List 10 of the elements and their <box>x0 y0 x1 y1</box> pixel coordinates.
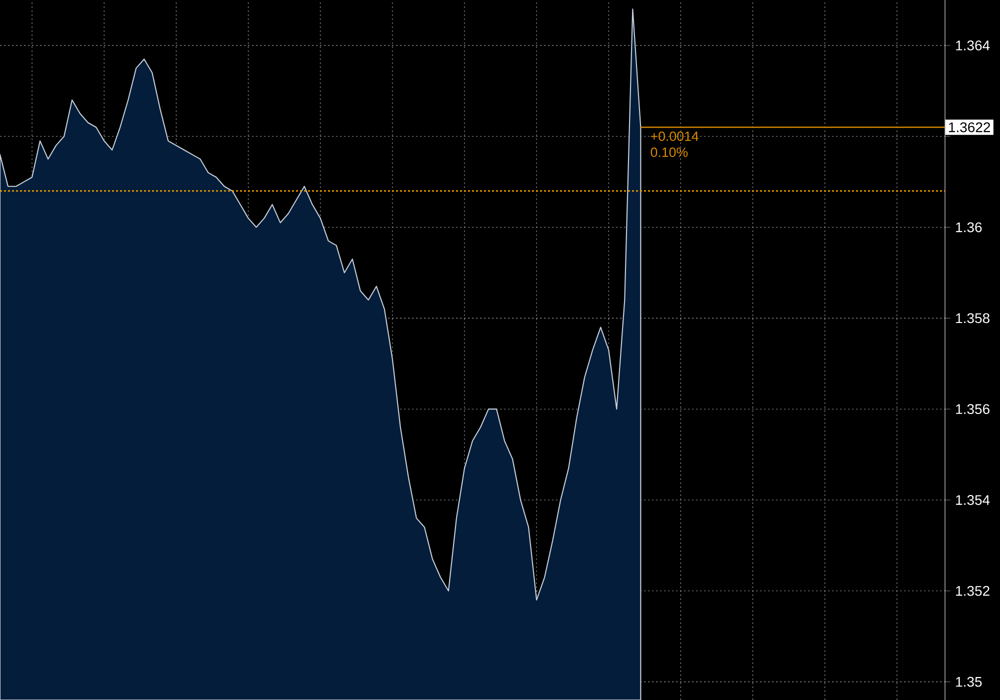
y-tick-label: 1.356 <box>956 404 990 414</box>
y-tick-label: 1.35 <box>956 676 982 687</box>
y-tick-label: 1.358 <box>956 313 990 324</box>
y-tick-label: 1.352 <box>956 586 990 596</box>
y-tick-label: 1.354 <box>956 495 990 505</box>
ref-line-label: 1.3622 <box>949 122 990 132</box>
annotation: +0.0014 <box>650 132 698 141</box>
annotation: 0.10% <box>650 148 688 157</box>
y-tick-label: 1.364 <box>956 40 990 50</box>
y-tick-label: 1.36 <box>956 222 982 232</box>
